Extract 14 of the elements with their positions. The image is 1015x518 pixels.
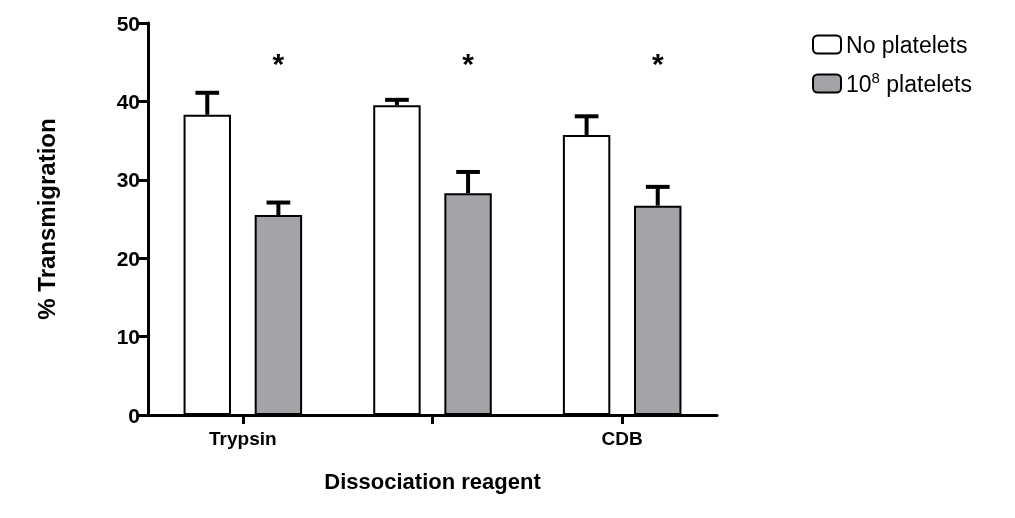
annotation: * xyxy=(462,46,475,80)
y-tick-label: 30 xyxy=(116,168,140,192)
x-tick-label: CDB xyxy=(601,428,643,449)
y-tick-label: 20 xyxy=(116,246,140,270)
annotation: * xyxy=(651,46,664,80)
annotation: * xyxy=(272,46,285,80)
y-tick-label: 40 xyxy=(116,89,140,113)
y-tick-label: 0 xyxy=(128,403,140,427)
y-tick-label: 10 xyxy=(116,325,140,349)
x-tick-label: Trypsin xyxy=(209,428,277,449)
y-axis-title: % Transmigration xyxy=(32,118,60,320)
x-axis-title: Dissociation reagent xyxy=(324,468,542,494)
legend-label: No platelets xyxy=(846,31,968,58)
y-tick-label: 50 xyxy=(116,11,140,35)
